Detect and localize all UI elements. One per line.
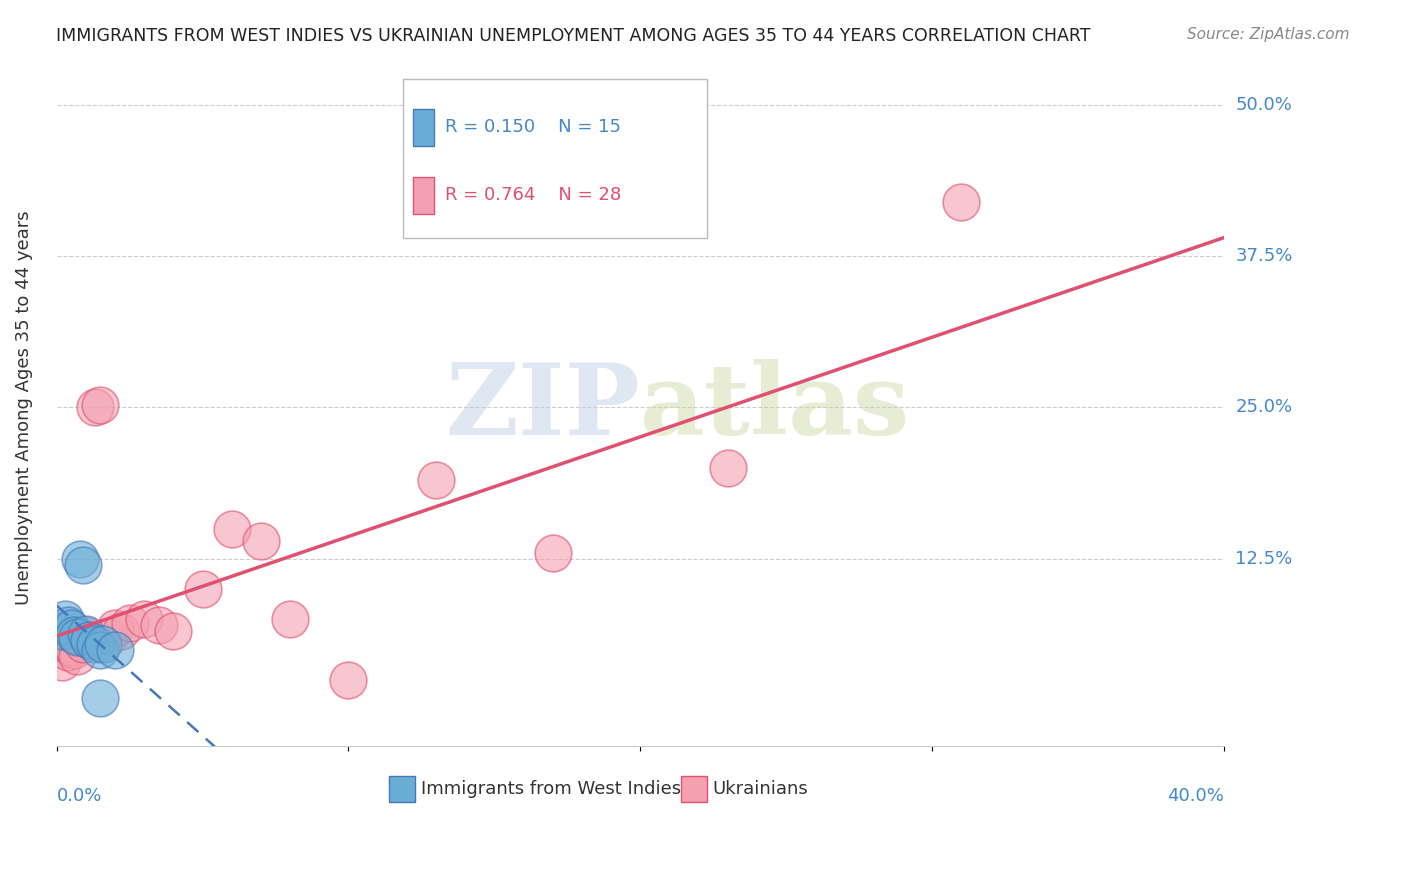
- Text: 25.0%: 25.0%: [1236, 399, 1292, 417]
- Point: [69, 631, 91, 645]
- Point: [91, 636, 114, 650]
- Point: [98, 631, 121, 645]
- Text: Immigrants from West Indies: Immigrants from West Indies: [420, 780, 681, 798]
- Point: [162, 624, 184, 639]
- Point: [83, 636, 105, 650]
- FancyBboxPatch shape: [404, 78, 707, 238]
- Point: [337, 673, 360, 687]
- Text: 50.0%: 50.0%: [1236, 95, 1292, 114]
- Point: [58, 645, 80, 659]
- Point: [541, 546, 564, 560]
- Point: [250, 533, 273, 548]
- Text: R = 0.764    N = 28: R = 0.764 N = 28: [446, 186, 621, 204]
- FancyBboxPatch shape: [413, 109, 433, 146]
- Text: Source: ZipAtlas.com: Source: ZipAtlas.com: [1187, 27, 1350, 42]
- Point: [60, 640, 83, 655]
- Text: 40.0%: 40.0%: [1167, 787, 1225, 805]
- Point: [104, 642, 127, 657]
- Point: [89, 642, 111, 657]
- Point: [75, 627, 97, 641]
- Text: R = 0.150    N = 15: R = 0.150 N = 15: [446, 119, 621, 136]
- Point: [104, 621, 127, 635]
- Point: [148, 618, 170, 632]
- Point: [51, 655, 73, 669]
- Point: [950, 194, 973, 209]
- Point: [72, 558, 94, 572]
- Point: [118, 615, 141, 630]
- Point: [134, 612, 156, 626]
- Point: [72, 636, 94, 650]
- Text: atlas: atlas: [640, 359, 911, 456]
- Text: 12.5%: 12.5%: [1236, 549, 1292, 568]
- Point: [221, 522, 243, 536]
- Point: [66, 631, 89, 645]
- Point: [63, 642, 86, 657]
- Text: Ukrainians: Ukrainians: [713, 780, 808, 798]
- Point: [51, 624, 73, 639]
- Point: [83, 401, 105, 415]
- Text: ZIP: ZIP: [446, 359, 640, 456]
- Point: [77, 632, 100, 647]
- Point: [75, 628, 97, 642]
- Point: [717, 461, 740, 475]
- Point: [53, 636, 76, 650]
- Text: IMMIGRANTS FROM WEST INDIES VS UKRAINIAN UNEMPLOYMENT AMONG AGES 35 TO 44 YEARS : IMMIGRANTS FROM WEST INDIES VS UKRAINIAN…: [56, 27, 1091, 45]
- FancyBboxPatch shape: [413, 177, 433, 214]
- FancyBboxPatch shape: [682, 776, 707, 802]
- Point: [89, 398, 111, 412]
- Point: [110, 624, 132, 639]
- Point: [191, 582, 214, 596]
- Point: [77, 632, 100, 647]
- Point: [425, 473, 447, 487]
- Text: 37.5%: 37.5%: [1236, 247, 1292, 265]
- Point: [63, 628, 86, 642]
- Point: [278, 612, 301, 626]
- Y-axis label: Unemployment Among Ages 35 to 44 years: Unemployment Among Ages 35 to 44 years: [15, 211, 32, 605]
- Point: [89, 691, 111, 706]
- Point: [53, 612, 76, 626]
- Point: [69, 551, 91, 566]
- Point: [60, 621, 83, 635]
- FancyBboxPatch shape: [389, 776, 415, 802]
- Point: [58, 618, 80, 632]
- Text: 0.0%: 0.0%: [56, 787, 103, 805]
- Point: [66, 648, 89, 663]
